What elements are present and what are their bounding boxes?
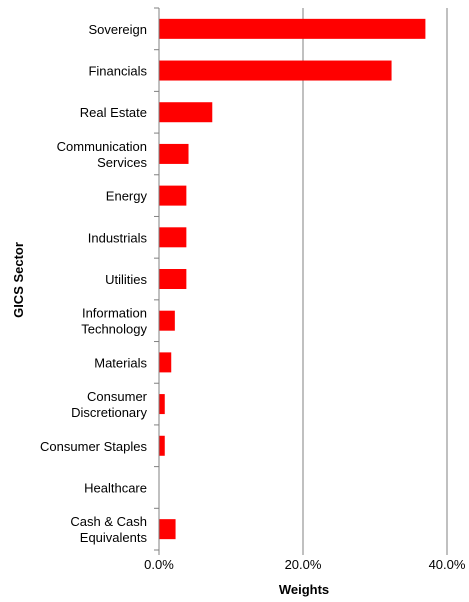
category-label: Communication Services xyxy=(57,139,148,170)
bar xyxy=(159,394,165,415)
gridlines xyxy=(302,8,448,550)
category-label-line: Services xyxy=(97,155,147,170)
category-label-line: Discretionary xyxy=(71,405,147,420)
category-label-line: Utilities xyxy=(105,272,147,287)
category-label: Sovereign xyxy=(88,22,147,37)
category-label-line: Industrials xyxy=(88,230,148,245)
category-label-line: Consumer xyxy=(87,389,148,404)
bar xyxy=(159,519,176,540)
category-label: Healthcare xyxy=(84,480,147,495)
bars xyxy=(159,18,426,540)
bar xyxy=(159,60,392,81)
bar xyxy=(159,227,187,248)
x-tick-label: 40.0% xyxy=(429,557,466,572)
x-tick-label: 20.0% xyxy=(285,557,322,572)
category-label: Consumer Staples xyxy=(40,439,147,454)
category-label-line: Equivalents xyxy=(80,530,148,545)
bar xyxy=(159,18,426,39)
bar xyxy=(159,143,189,164)
bar xyxy=(159,102,213,123)
category-label-line: Communication xyxy=(57,139,147,154)
category-label-line: Consumer Staples xyxy=(40,439,147,454)
category-label-line: Technology xyxy=(81,322,147,337)
category-label-line: Energy xyxy=(106,189,148,204)
category-label-line: Materials xyxy=(94,355,147,370)
category-label-line: Sovereign xyxy=(88,22,147,37)
bar xyxy=(159,269,187,289)
category-label-line: Healthcare xyxy=(84,480,147,495)
category-label-line: Information xyxy=(82,306,147,321)
category-label: Industrials xyxy=(88,230,148,245)
x-tick-labels: 0.0% 20.0% 40.0% xyxy=(144,557,466,572)
category-label: Cash & Cash Equivalents xyxy=(70,514,147,545)
category-label: Consumer Discretionary xyxy=(71,389,148,420)
category-label: Utilities xyxy=(105,272,147,287)
bar xyxy=(159,185,187,206)
category-label-line: Financials xyxy=(88,64,147,79)
category-label: Information Technology xyxy=(81,306,147,337)
category-labels: Sovereign Financials Real Estate Communicat… xyxy=(40,22,148,545)
category-label-line: Real Estate xyxy=(80,105,147,120)
y-axis-title: GICS Sector xyxy=(11,242,26,318)
bar xyxy=(159,310,175,331)
axes xyxy=(154,7,448,555)
category-label: Real Estate xyxy=(80,105,147,120)
bar xyxy=(159,435,165,456)
category-label-line: Cash & Cash xyxy=(70,514,147,529)
category-label: Financials xyxy=(88,64,147,79)
category-label: Energy xyxy=(106,189,148,204)
bar xyxy=(159,352,172,373)
category-label: Materials xyxy=(94,355,147,370)
x-tick-label: 0.0% xyxy=(144,557,174,572)
x-axis-title: Weights xyxy=(279,582,329,597)
